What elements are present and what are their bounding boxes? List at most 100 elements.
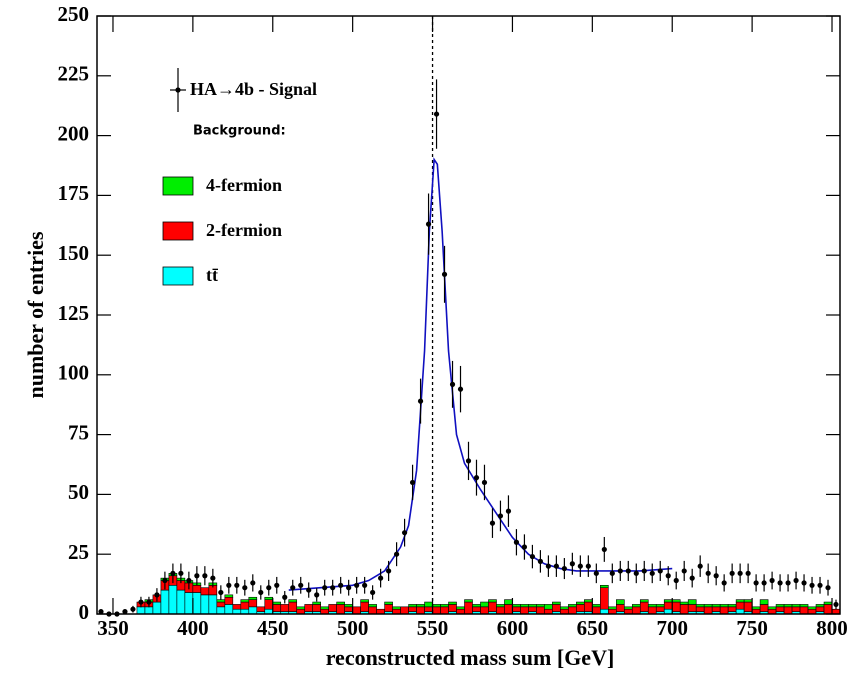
data-point	[386, 568, 392, 574]
histogram-bar	[224, 594, 234, 598]
histogram-bar	[168, 584, 178, 615]
histogram-bar	[312, 604, 321, 612]
data-point	[370, 589, 376, 596]
histogram-bar	[663, 601, 673, 610]
x-tick-label: 750	[736, 616, 768, 640]
histogram-bar	[480, 606, 489, 615]
data-point	[801, 580, 807, 586]
histogram-bar	[192, 584, 202, 593]
data-point	[657, 568, 663, 574]
data-point	[617, 568, 623, 574]
data-point	[737, 570, 743, 576]
histogram-bar	[775, 606, 785, 612]
data-point	[122, 609, 128, 615]
histogram-bar	[200, 594, 210, 615]
data-point	[338, 582, 344, 588]
data-point	[465, 458, 472, 464]
histogram-bar	[600, 587, 609, 610]
legend-marker	[175, 87, 181, 93]
y-tick-label: 200	[58, 121, 90, 145]
histogram-bar	[639, 599, 649, 603]
histogram-bar	[240, 601, 250, 610]
histogram-bar	[703, 606, 713, 615]
histogram-bar	[240, 599, 250, 603]
x-tick-label: 700	[656, 616, 688, 640]
data-point	[401, 530, 408, 536]
data-point	[218, 589, 224, 596]
data-point	[354, 582, 360, 588]
data-point	[521, 544, 528, 550]
data-point	[513, 539, 520, 545]
data-point	[210, 575, 216, 581]
histogram-bar	[616, 599, 625, 605]
histogram-bar	[408, 604, 417, 608]
histogram-bar	[216, 601, 226, 608]
histogram-bar	[504, 599, 513, 605]
data-point	[130, 606, 136, 612]
histogram-bar	[576, 604, 585, 612]
histogram-bar	[528, 604, 537, 608]
data-point	[681, 568, 687, 574]
data-point	[449, 381, 456, 387]
histogram-bar	[448, 604, 457, 612]
histogram-bar	[488, 601, 497, 612]
histogram-bar	[568, 606, 577, 615]
histogram-bar	[184, 592, 194, 615]
data-point	[266, 585, 272, 591]
histogram-bar	[320, 606, 329, 610]
histogram-bar	[512, 606, 521, 612]
histogram-bar	[272, 604, 282, 612]
y-tick-label: 175	[58, 181, 90, 205]
y-tick-label: 250	[58, 2, 90, 26]
histogram-bar	[336, 601, 345, 605]
histogram-bar	[328, 604, 337, 612]
histogram-bar	[368, 606, 377, 615]
data-point	[809, 582, 815, 588]
histogram-bar	[264, 599, 274, 610]
data-point	[489, 520, 496, 526]
data-point	[705, 570, 711, 576]
histogram-bar	[711, 604, 721, 608]
data-point	[362, 582, 368, 588]
histogram-bar	[791, 604, 801, 608]
histogram-bar	[200, 587, 210, 596]
data-point	[697, 563, 703, 569]
data-point	[417, 398, 424, 404]
histogram-bar	[424, 601, 433, 608]
data-point	[673, 577, 679, 584]
y-axis-label: number of entries	[23, 231, 48, 398]
histogram-bar	[520, 606, 529, 615]
data-point	[425, 221, 432, 227]
histogram-bar	[272, 601, 282, 605]
x-tick-label: 400	[177, 616, 209, 640]
data-point	[346, 585, 352, 591]
histogram-bar	[480, 601, 489, 608]
histogram-bar	[687, 599, 697, 605]
data-point	[138, 599, 144, 605]
histogram-bar	[416, 604, 425, 608]
histogram-bar	[352, 606, 361, 615]
histogram-bar	[312, 601, 321, 605]
histogram-bar	[400, 606, 409, 615]
data-point	[609, 570, 615, 576]
data-point	[665, 573, 671, 579]
histogram-bar	[631, 604, 641, 608]
histogram-bar	[655, 606, 665, 612]
data-point	[473, 475, 480, 481]
histogram-bar	[799, 606, 809, 615]
histogram-bar	[392, 606, 401, 610]
data-point	[234, 582, 240, 588]
data-point	[633, 570, 639, 576]
data-point	[785, 580, 791, 586]
histogram-bar	[687, 604, 697, 612]
histogram-bar	[655, 604, 665, 608]
histogram-bar	[616, 604, 625, 612]
histogram-bar	[703, 604, 713, 608]
data-point	[729, 570, 735, 576]
data-point	[202, 573, 208, 579]
histogram-bar	[296, 606, 306, 610]
data-point	[314, 592, 320, 598]
histogram-bar	[520, 604, 529, 608]
histogram-bar	[743, 599, 753, 603]
histogram-bar	[639, 601, 649, 612]
